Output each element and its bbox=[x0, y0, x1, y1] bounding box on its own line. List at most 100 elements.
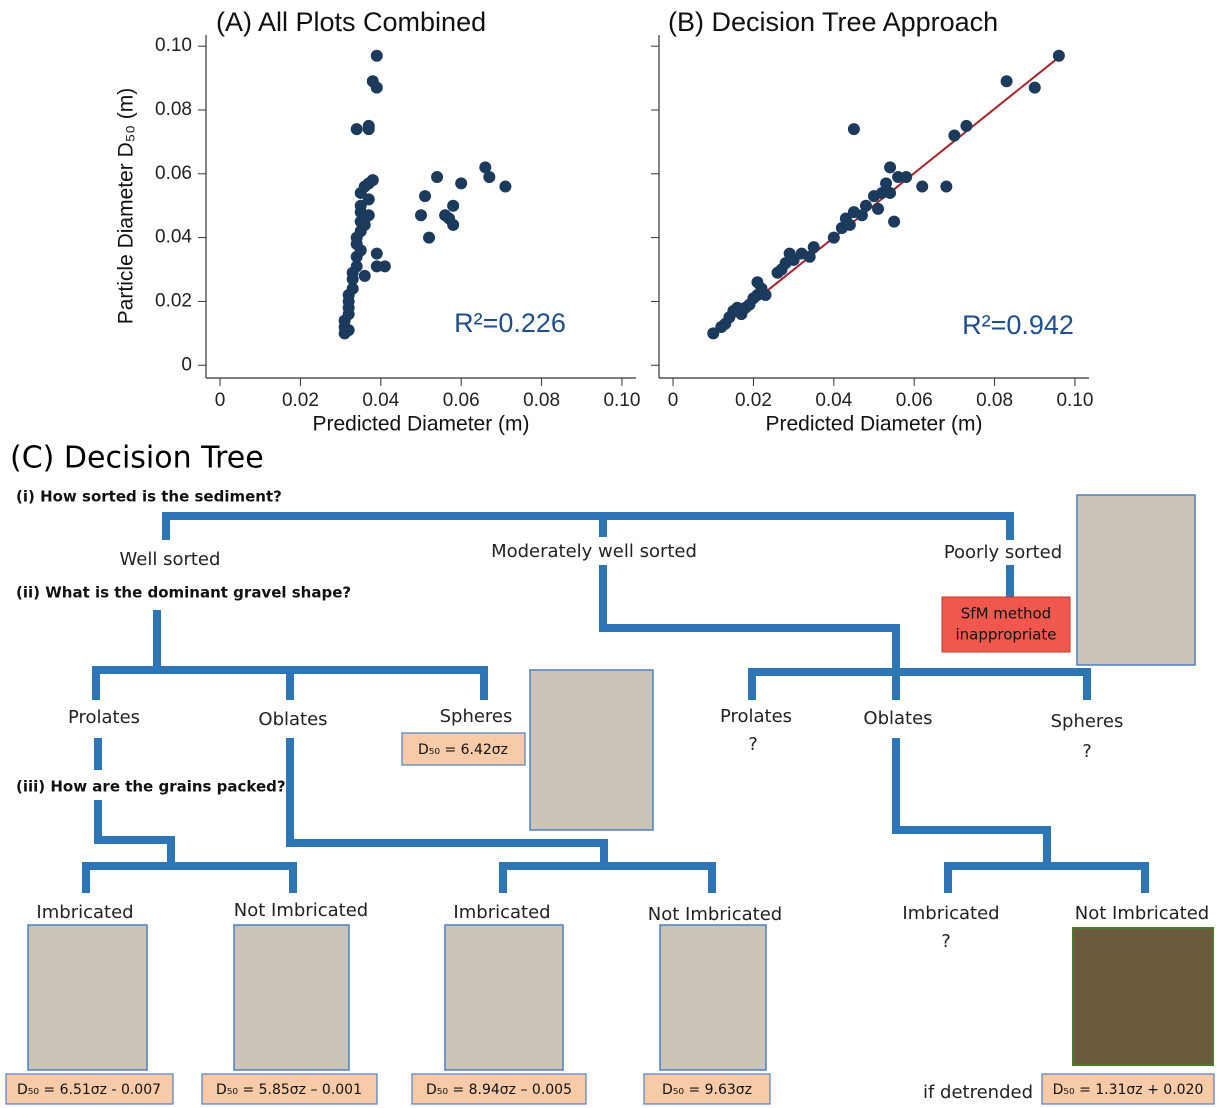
point bbox=[940, 181, 952, 193]
point bbox=[860, 200, 872, 212]
formula: D₅₀ = 9.63σz bbox=[662, 1082, 752, 1098]
decision-tree: (C) Decision Tree (i) How sorted is the … bbox=[6, 441, 1214, 1105]
point bbox=[371, 248, 383, 260]
y-tick-label: 0.10 bbox=[155, 35, 192, 56]
node-label: Spheres bbox=[440, 706, 513, 727]
annotation: R²=0.942 bbox=[962, 310, 1074, 340]
point bbox=[363, 209, 375, 221]
point bbox=[343, 324, 355, 336]
point bbox=[759, 289, 771, 301]
node-label: Imbricated bbox=[902, 903, 999, 924]
gravel-photo bbox=[445, 925, 563, 1070]
point bbox=[1053, 50, 1065, 62]
x-axis-label: Predicted Diameter (m) bbox=[312, 413, 529, 436]
point bbox=[359, 270, 371, 282]
node-label: Poorly sorted bbox=[944, 542, 1062, 563]
node-label: Not Imbricated bbox=[648, 904, 782, 925]
x-tick-label: 0.10 bbox=[1056, 390, 1093, 411]
point bbox=[355, 200, 367, 212]
node-label: Not Imbricated bbox=[234, 900, 368, 921]
node-label: Oblates bbox=[863, 708, 932, 729]
node-label: Spheres bbox=[1051, 711, 1124, 732]
formula: D₅₀ = 5.85σz – 0.001 bbox=[216, 1082, 362, 1098]
node-label: Prolates bbox=[68, 707, 140, 728]
node-label: Well sorted bbox=[120, 549, 221, 570]
tree-title: (C) Decision Tree bbox=[10, 441, 264, 476]
x-tick-label: 0.08 bbox=[523, 390, 560, 411]
point bbox=[351, 123, 363, 135]
result-text: SfM method bbox=[961, 605, 1051, 623]
x-tick-label: 0.10 bbox=[603, 390, 640, 411]
note: if detrended bbox=[923, 1082, 1033, 1103]
point bbox=[363, 123, 375, 135]
gravel-photo bbox=[234, 925, 349, 1070]
chart-title: (A) All Plots Combined bbox=[216, 7, 486, 37]
gravel-photo bbox=[660, 925, 766, 1070]
point bbox=[371, 82, 383, 94]
gravel-photo bbox=[28, 925, 147, 1070]
point bbox=[371, 50, 383, 62]
y-tick-label: 0.04 bbox=[155, 227, 192, 248]
point bbox=[499, 181, 511, 193]
chart-title: (B) Decision Tree Approach bbox=[668, 7, 998, 37]
point bbox=[948, 130, 960, 142]
question: (ii) What is the dominant gravel shape? bbox=[16, 584, 351, 602]
y-axis-label: Particle Diameter D₅₀ (m) bbox=[115, 88, 138, 325]
unknown-mark: ? bbox=[941, 931, 951, 952]
gravel-photo bbox=[1073, 928, 1213, 1065]
y-tick-label: 0.02 bbox=[155, 290, 192, 311]
point bbox=[423, 232, 435, 244]
formula: D₅₀ = 8.94σz – 0.005 bbox=[426, 1082, 572, 1098]
point bbox=[848, 123, 860, 135]
point bbox=[828, 232, 840, 244]
point bbox=[367, 174, 379, 186]
point bbox=[1029, 82, 1041, 94]
x-tick-label: 0 bbox=[215, 390, 226, 411]
question: (i) How sorted is the sediment? bbox=[16, 488, 282, 506]
node-label: Imbricated bbox=[36, 902, 133, 923]
point bbox=[447, 200, 459, 212]
node-label: Not Imbricated bbox=[1075, 903, 1209, 924]
formula: D₅₀ = 1.31σz + 0.020 bbox=[1053, 1082, 1204, 1098]
point bbox=[431, 171, 443, 183]
point bbox=[808, 241, 820, 253]
result-text: inappropriate bbox=[955, 626, 1056, 644]
x-tick-label: 0 bbox=[668, 390, 679, 411]
unknown-mark: ? bbox=[1082, 741, 1092, 762]
point bbox=[872, 203, 884, 215]
point bbox=[960, 120, 972, 132]
node-label: Moderately well sorted bbox=[491, 541, 697, 562]
point bbox=[888, 216, 900, 228]
gravel-photo bbox=[1077, 495, 1195, 665]
node-label: Imbricated bbox=[453, 902, 550, 923]
y-tick-label: 0.06 bbox=[155, 163, 192, 184]
point bbox=[483, 171, 495, 183]
point bbox=[415, 209, 427, 221]
x-tick-label: 0.02 bbox=[735, 390, 772, 411]
question: (iii) How are the grains packed? bbox=[16, 778, 286, 796]
formula: D₅₀ = 6.51σz - 0.007 bbox=[17, 1082, 161, 1098]
point bbox=[916, 181, 928, 193]
point bbox=[844, 219, 856, 231]
x-tick-label: 0.04 bbox=[362, 390, 399, 411]
x-tick-label: 0.08 bbox=[976, 390, 1013, 411]
gravel-photo bbox=[530, 670, 653, 830]
point bbox=[884, 187, 896, 199]
point bbox=[379, 260, 391, 272]
x-tick-label: 0.02 bbox=[282, 390, 319, 411]
x-axis-label: Predicted Diameter (m) bbox=[765, 413, 982, 436]
point bbox=[900, 171, 912, 183]
point bbox=[355, 244, 367, 256]
annotation: R²=0.226 bbox=[454, 308, 566, 338]
x-tick-label: 0.06 bbox=[896, 390, 933, 411]
point bbox=[419, 190, 431, 202]
x-tick-label: 0.04 bbox=[815, 390, 852, 411]
node-label: Prolates bbox=[720, 706, 792, 727]
point bbox=[455, 177, 467, 189]
point bbox=[1001, 75, 1013, 87]
figure: (C) Decision Tree (i) How sorted is the … bbox=[0, 0, 1220, 1108]
point bbox=[884, 161, 896, 173]
point bbox=[447, 219, 459, 231]
y-tick-label: 0 bbox=[181, 354, 192, 375]
unknown-mark: ? bbox=[748, 734, 758, 755]
